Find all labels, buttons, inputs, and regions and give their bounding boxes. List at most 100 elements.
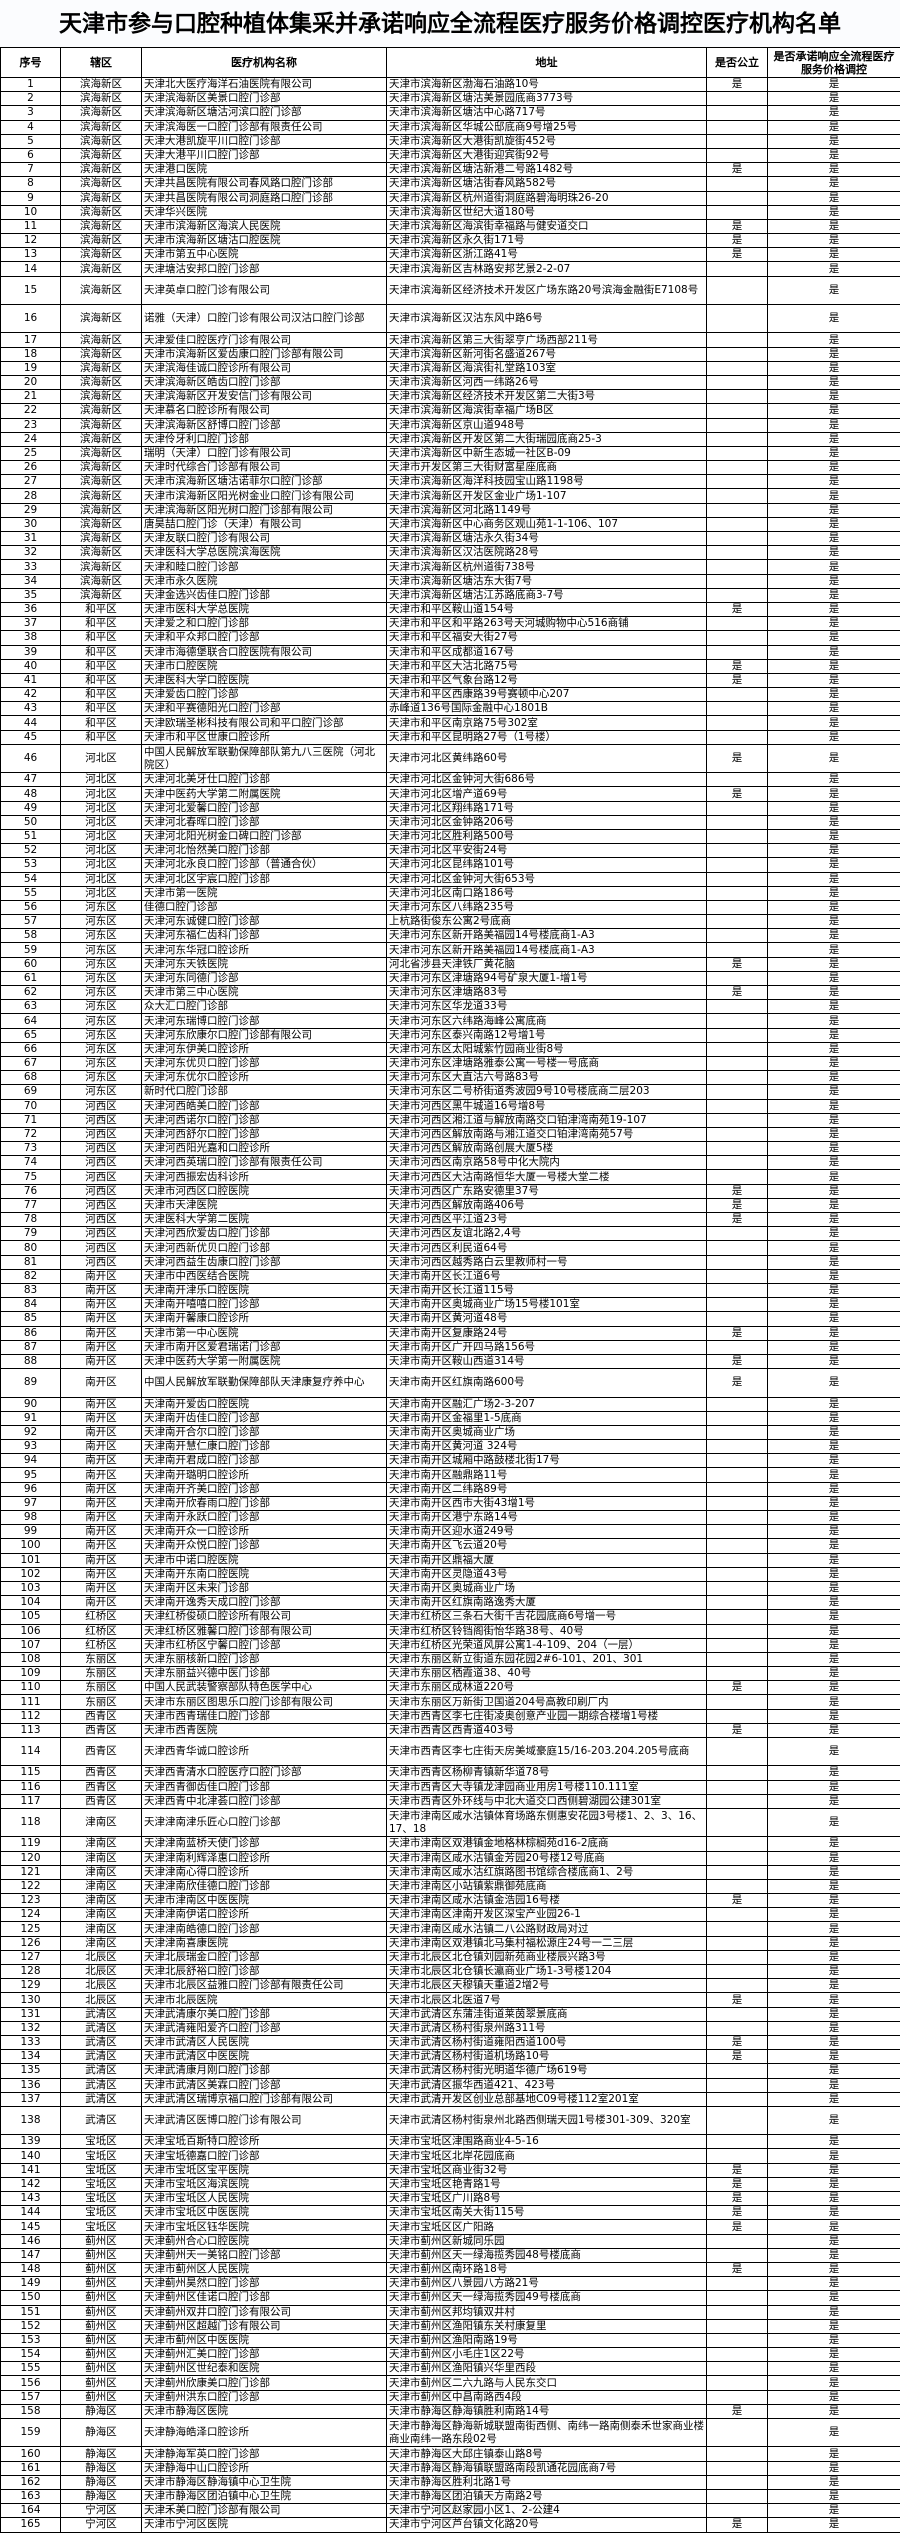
cell-commitment: 是 — [767, 261, 900, 277]
cell-address: 天津市河北区翔纬路171号 — [386, 800, 707, 816]
cell-no: 62 — [0, 985, 61, 1001]
cell-address: 天津市和平区和平路263号天河城购物中心516商铺 — [386, 616, 707, 632]
cell-no: 35 — [0, 587, 61, 603]
cell-commitment: 是 — [767, 1893, 900, 1909]
cell-commitment: 是 — [767, 1027, 900, 1043]
cell-public — [706, 970, 768, 987]
cell-public: 是 — [706, 233, 768, 249]
cell-public — [706, 1396, 768, 1412]
table-row: 102 南开区 天津南开东南口腔医院 天津市南开区灵隐道43号 是 — [0, 1566, 900, 1582]
cell-name: 天津蓟州区超越门诊有限公司 — [141, 2318, 387, 2334]
cell-commitment: 是 — [767, 1325, 900, 1341]
cell-no: 162 — [0, 2474, 61, 2491]
cell-address: 天津市河东区津塘路94号矿泉大厦1-增1号 — [386, 970, 707, 987]
cell-name: 天津市中西医结合医院 — [141, 1268, 387, 1284]
table-row: 46 河北区 中国人民解放军联勤保障部队第九八三医院（河北院区） 天津市河北区黄纬路6… — [0, 743, 900, 774]
cell-name: 天津河东华冠口腔诊所 — [141, 942, 387, 958]
cell-address: 天津市和平区大沽北路75号 — [386, 658, 707, 674]
cell-district: 蓟州区 — [60, 2347, 142, 2363]
cell-district: 滨海新区 — [60, 374, 142, 391]
cell-public — [706, 1439, 768, 1455]
cell-no: 60 — [0, 956, 61, 972]
cell-no: 10 — [0, 204, 61, 220]
cell-name: 天津市北辰医院 — [141, 1992, 387, 2008]
cell-commitment: 是 — [767, 1907, 900, 1923]
cell-address: 天津市河西区黑牛城道16号增8号 — [386, 1098, 707, 1114]
cell-public — [706, 2304, 768, 2320]
cell-commitment: 是 — [767, 1169, 900, 1185]
cell-commitment: 是 — [767, 2105, 900, 2136]
cell-no: 94 — [0, 1453, 61, 1469]
cell-public — [706, 1964, 768, 1980]
cell-name: 天津市海德堡联合口腔医院有限公司 — [141, 644, 387, 660]
cell-district: 津南区 — [60, 1935, 142, 1951]
cell-name: 天津东丽益兴德中医门诊部 — [141, 1666, 387, 1682]
table-row: 129 北辰区 天津市北辰区益雅口腔门诊部有限责任公司 天津市北辰区天穆镇天重道2增2… — [0, 1978, 900, 1994]
cell-address: 天津市南开区长江道115号 — [386, 1282, 707, 1299]
cell-no: 113 — [0, 1722, 61, 1739]
cell-commitment: 是 — [767, 2261, 900, 2278]
cell-public — [706, 1566, 768, 1582]
table-row: 68 河东区 天津河东优尔口腔诊所 天津市河东区大直沽六号路83号 是 — [0, 1070, 900, 1086]
cell-district: 北辰区 — [60, 1949, 142, 1966]
table-row: 144 宝坻区 天津市宝坻区中医医院 天津市宝坻区南关大街115号是是 — [0, 2205, 900, 2221]
cell-district: 南开区 — [60, 1410, 142, 1426]
cell-address: 天津市河西区解放南路创展大厦5楼 — [386, 1141, 707, 1157]
cell-commitment: 是 — [767, 516, 900, 533]
cell-name: 天津河东优贝口腔门诊部 — [141, 1055, 387, 1072]
cell-public — [706, 1651, 768, 1668]
cell-commitment: 是 — [767, 374, 900, 391]
table-row: 54 河北区 天津河北区宇宸口腔门诊部 天津市河北区金钟河大街653号 是 — [0, 871, 900, 887]
cell-commitment: 是 — [767, 2176, 900, 2193]
cell-commitment: 是 — [767, 545, 900, 561]
cell-district: 河北区 — [60, 871, 142, 887]
cell-district: 南开区 — [60, 1311, 142, 1327]
cell-address: 天津市滨海新区永久街171号 — [386, 233, 707, 249]
cell-public — [706, 1141, 768, 1157]
cell-district: 河西区 — [60, 1183, 142, 1199]
table-row: 162 静海区 天津市静海区静海镇中心卫生院 天津市静海区胜利北路1号 是 — [0, 2474, 900, 2491]
cell-commitment: 是 — [767, 1226, 900, 1242]
cell-address: 天津市和平区鞍山道154号 — [386, 601, 707, 618]
cell-no: 155 — [0, 2361, 61, 2377]
cell-district: 滨海新区 — [60, 247, 142, 263]
cell-commitment: 是 — [767, 1353, 900, 1370]
cell-public — [706, 587, 768, 603]
cell-commitment: 是 — [767, 445, 900, 462]
cell-address: 天津市开发区第三大街财富星座底商 — [386, 460, 707, 476]
cell-name: 天津市宝坻区人民医院 — [141, 2191, 387, 2207]
cell-address: 天津市滨海新区海洋科技园宝山路1198号 — [386, 474, 707, 490]
cell-name: 天津慕名口腔诊所有限公司 — [141, 403, 387, 419]
cell-address: 天津市武清区杨村街泉州北路西侧瑞天园1号楼301-309、320室 — [386, 2105, 707, 2136]
cell-no: 12 — [0, 233, 61, 249]
table-row: 133 武清区 天津市武清区人民医院 天津市武清区杨村街道雍阳西道100号是是 — [0, 2034, 900, 2051]
cell-commitment: 是 — [767, 1538, 900, 1554]
table-row: 100 南开区 天津南开众悦口腔门诊部 天津市南开区飞云道20号 是 — [0, 1538, 900, 1554]
cell-district: 滨海新区 — [60, 531, 142, 547]
cell-name: 天津共昌医院有限公司洞庭路口腔门诊部 — [141, 190, 387, 206]
cell-public — [706, 417, 768, 433]
cell-address: 天津市宝坻区区广阳路 — [386, 2219, 707, 2235]
table-row: 103 南开区 天津南开区未来门诊部 天津市南开区奥城商业广场 是 — [0, 1580, 900, 1597]
cell-address: 天津市南开区鼎福大厦 — [386, 1552, 707, 1568]
table-row: 62 河东区 天津市第三中心医院 天津市河东区津塘路83号是是 — [0, 985, 900, 1001]
cell-name: 天津河东同德门诊部 — [141, 970, 387, 987]
cell-name: 天津北辰瑞金口腔门诊部 — [141, 1949, 387, 1966]
cell-name: 天津南开众一口腔诊所 — [141, 1524, 387, 1540]
cell-district: 滨海新区 — [60, 147, 142, 164]
cell-public — [706, 2006, 768, 2022]
table-row: 164 宁河区 天津禾美口腔门诊部有限公司 天津市宁河区赵家园小区1、2-公建4 是 — [0, 2503, 900, 2519]
cell-address: 天津市滨海新区浙江路41号 — [386, 247, 707, 263]
cell-district: 河北区 — [60, 857, 142, 873]
table-row: 158 静海区 天津市静海区医院 天津市静海区静海镇胜利南路14号是是 — [0, 2403, 900, 2420]
table-row: 30 滨海新区 唐昊喆口腔门诊（天津）有限公司 天津市滨海新区中心商务区观山苑1-1-… — [0, 516, 900, 533]
cell-commitment: 是 — [767, 2006, 900, 2022]
cell-commitment: 是 — [767, 76, 900, 93]
cell-address: 天津市蓟州区新城同乐园 — [386, 2233, 707, 2249]
cell-name: 天津医科大学第二医院 — [141, 1212, 387, 1228]
cell-name: 天津滨海医一口腔门诊部有限责任公司 — [141, 119, 387, 135]
cell-no: 70 — [0, 1098, 61, 1114]
cell-commitment: 是 — [767, 1197, 900, 1214]
cell-district: 河北区 — [60, 885, 142, 901]
cell-commitment: 是 — [767, 701, 900, 717]
